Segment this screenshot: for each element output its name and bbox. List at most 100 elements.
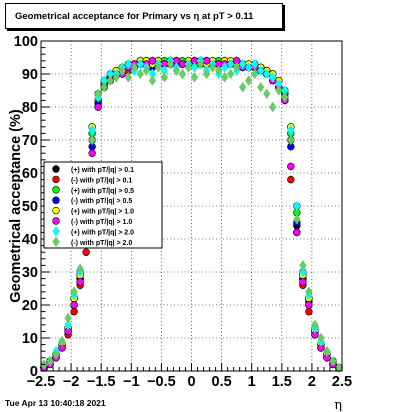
data-point <box>118 65 126 77</box>
data-point <box>190 71 199 83</box>
data-point <box>293 228 301 237</box>
x-tick-label: 2.5 <box>332 374 352 390</box>
data-point <box>299 278 307 286</box>
data-point <box>244 75 253 86</box>
data-point <box>287 175 295 184</box>
data-point <box>317 332 325 344</box>
y-tick-label: 90 <box>22 67 38 83</box>
legend-marker <box>52 186 60 194</box>
legend-entry: (-) with pT/|q| > 2.0 <box>71 240 132 247</box>
legend-entry: (+) with pT/|q| > 0.1 <box>71 167 134 174</box>
data-point <box>329 355 337 367</box>
data-point <box>311 319 319 331</box>
y-tick-label: 0 <box>30 364 38 380</box>
legend-entry: (+) with pT/|q| > 1.0 <box>71 209 134 216</box>
legend-entry: (-) with pT/|q| > 1.0 <box>71 219 132 226</box>
data-point <box>299 266 307 278</box>
data-point <box>100 81 108 93</box>
data-point <box>269 101 277 113</box>
x-axis-label: η <box>334 398 342 412</box>
data-point <box>257 81 265 93</box>
y-tick-label: 30 <box>22 265 38 281</box>
legend-marker <box>52 165 60 173</box>
data-series <box>40 55 343 374</box>
x-tick-label: 1 <box>248 374 256 390</box>
x-tick-label: 1.5 <box>272 374 292 390</box>
data-point <box>269 71 277 83</box>
y-tick-label: 40 <box>22 232 38 248</box>
legend-entry: (-) with pT/|q| > 0.5 <box>71 198 132 205</box>
data-point <box>226 68 235 80</box>
data-point <box>64 312 72 324</box>
legend-entry: (+) with pT/|q| > 2.0 <box>71 229 134 236</box>
data-point <box>166 58 175 70</box>
legend-entry: (-) with pT/|q| > 0.1 <box>71 177 132 184</box>
data-point <box>263 88 271 100</box>
legend-marker <box>52 196 60 204</box>
data-point <box>94 88 102 100</box>
data-point <box>130 62 139 73</box>
data-point <box>76 278 84 286</box>
data-point <box>94 103 102 111</box>
data-point <box>281 91 289 103</box>
data-point <box>88 134 96 146</box>
y-tick-label: 20 <box>22 298 38 314</box>
legend-marker <box>52 226 60 237</box>
data-point <box>287 162 295 171</box>
data-point <box>251 68 259 80</box>
x-tick-label: −0.5 <box>147 374 176 390</box>
legend-marker <box>52 236 60 248</box>
legend-box <box>43 161 163 249</box>
data-point <box>154 62 163 73</box>
data-point <box>287 134 295 146</box>
data-point <box>88 149 96 157</box>
data-point <box>160 71 169 83</box>
axis-ticks <box>40 40 343 372</box>
legend-entry: (+) with pT/|q| > 0.5 <box>71 188 134 195</box>
data-point <box>70 307 78 316</box>
legend-marker <box>52 217 60 225</box>
x-tick-label: 2 <box>308 374 316 390</box>
data-point <box>106 75 114 86</box>
data-point <box>76 263 84 275</box>
data-point <box>82 248 90 256</box>
legend: (+) with pT/|q| > 0.1 (-) with pT/|q| > 0… <box>43 161 163 249</box>
y-tick-label: 70 <box>22 133 38 149</box>
series-8 <box>40 58 343 374</box>
y-axis-label: Geometrical acceptance (%) <box>8 109 24 303</box>
data-point <box>323 345 331 357</box>
x-tick-label: −2.5 <box>27 374 56 390</box>
x-tick-label: 0 <box>187 374 195 390</box>
data-point <box>299 260 307 271</box>
data-point <box>64 319 72 331</box>
data-point <box>208 62 217 73</box>
x-tick-label: 0.5 <box>212 374 232 390</box>
data-point <box>305 301 313 309</box>
y-tick-label: 100 <box>14 34 38 50</box>
y-tick-label: 50 <box>22 199 38 215</box>
data-point <box>70 286 78 298</box>
y-tick-labels: 0 10 20 30 40 50 60 70 80 90 100 <box>14 34 38 380</box>
data-point <box>142 65 151 77</box>
data-point <box>124 58 132 70</box>
data-point <box>305 286 313 298</box>
data-point <box>214 65 223 77</box>
chart-title: Geometrical acceptance for Primary vs η … <box>5 3 283 29</box>
legend-marker <box>52 206 60 215</box>
data-point <box>293 213 301 225</box>
data-point <box>148 57 157 65</box>
data-point <box>238 81 247 93</box>
data-point <box>172 65 181 77</box>
data-point <box>196 58 205 70</box>
data-point <box>184 62 193 73</box>
data-point <box>178 68 187 80</box>
data-point <box>293 200 301 212</box>
data-point <box>232 62 241 73</box>
data-point <box>275 85 283 96</box>
data-point <box>58 335 66 347</box>
data-point <box>136 68 145 80</box>
data-point <box>263 68 271 80</box>
x-tick-label: −1.5 <box>87 374 116 390</box>
x-tick-labels: −2.5 −2 −1.5 −1 −0.5 0 0.5 1 1.5 2 2.5 <box>27 374 352 390</box>
